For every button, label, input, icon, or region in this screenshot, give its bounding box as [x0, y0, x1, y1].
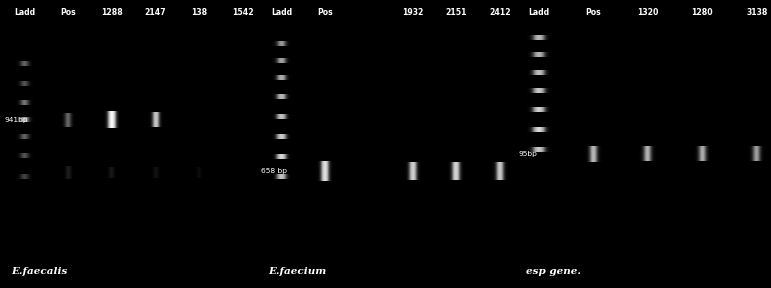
Text: 1932: 1932: [402, 8, 423, 17]
Text: 3138: 3138: [746, 8, 767, 17]
Text: 658 bp: 658 bp: [261, 168, 287, 174]
Text: Pos: Pos: [585, 8, 601, 17]
Text: Ladd: Ladd: [271, 8, 292, 17]
Text: Ladd: Ladd: [528, 8, 549, 17]
Text: Pos: Pos: [317, 8, 333, 17]
Text: esp gene.: esp gene.: [526, 267, 581, 276]
Text: 2147: 2147: [145, 8, 167, 17]
Text: Ladd: Ladd: [14, 8, 35, 17]
Text: 1288: 1288: [101, 8, 123, 17]
Text: E.faecalis: E.faecalis: [12, 267, 68, 276]
Text: 2412: 2412: [489, 8, 510, 17]
Text: E.faecium: E.faecium: [268, 267, 327, 276]
Text: 2151: 2151: [446, 8, 467, 17]
Text: 1542: 1542: [232, 8, 254, 17]
Text: 95bp: 95bp: [518, 151, 537, 157]
Text: Pos: Pos: [60, 8, 76, 17]
Text: 138: 138: [191, 8, 207, 17]
Text: 1280: 1280: [692, 8, 713, 17]
Text: 1320: 1320: [637, 8, 658, 17]
Text: 941bp: 941bp: [4, 117, 28, 123]
